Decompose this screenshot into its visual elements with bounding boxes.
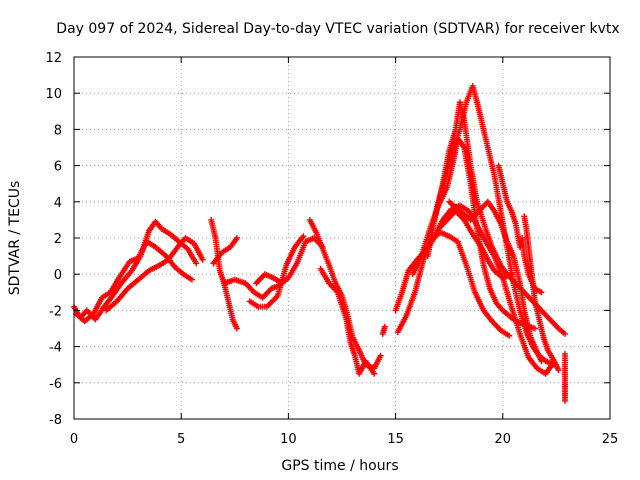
- y-tick-label: -8: [49, 413, 62, 428]
- data-point-marker: [506, 332, 513, 339]
- y-tick-label: -4: [49, 341, 62, 356]
- series-track-7: [246, 233, 307, 310]
- y-tick-label: 0: [54, 268, 62, 283]
- series-track-3: [103, 235, 206, 314]
- data-point-marker: [371, 370, 378, 377]
- x-tick-label: 15: [387, 432, 404, 447]
- data-point-marker: [188, 276, 195, 283]
- x-tick-label: 20: [495, 432, 512, 447]
- x-tick-labels: 0 5 10 15 20 25: [70, 432, 618, 447]
- data-point-marker: [377, 352, 384, 359]
- y-tick-labels: -8 -6 -4 -2 0 2 4 6 8 10 12: [45, 51, 62, 428]
- series-track-5: [210, 235, 240, 267]
- data-point-marker: [233, 325, 240, 332]
- data-points: [71, 82, 568, 404]
- data-point-marker: [538, 358, 545, 365]
- data-point-marker: [516, 244, 523, 251]
- y-tick-label: 2: [54, 232, 62, 247]
- x-tick-label: 5: [177, 432, 185, 447]
- series-track-19: [495, 162, 523, 251]
- chart-title: Day 097 of 2024, Sidereal Day-to-day VTE…: [56, 21, 619, 37]
- data-point-marker: [193, 260, 200, 267]
- series-track-18: [446, 198, 545, 365]
- x-tick-label: 10: [280, 432, 297, 447]
- axis-ticks: [73, 56, 611, 420]
- series-track-10: [317, 265, 378, 377]
- grid-lines: [74, 57, 610, 419]
- y-tick-label: 8: [54, 123, 62, 138]
- y-tick-label: -2: [49, 304, 62, 319]
- data-point-marker: [508, 271, 515, 278]
- y-tick-label: 4: [54, 196, 62, 211]
- data-point-marker: [561, 397, 568, 404]
- series-track-22: [561, 350, 568, 404]
- series-track-9: [306, 216, 384, 372]
- x-tick-label: 0: [70, 432, 78, 447]
- series-track-13: [394, 229, 513, 339]
- series-track-21: [521, 213, 562, 374]
- y-tick-label: 6: [54, 160, 62, 175]
- y-tick-label: 12: [45, 51, 62, 66]
- series-track-4: [208, 216, 240, 332]
- series-track-8: [253, 271, 285, 287]
- data-point-marker: [300, 233, 307, 240]
- x-axis-label: GPS time / hours: [281, 458, 398, 474]
- y-axis-label: SDTVAR / TECUs: [7, 181, 23, 296]
- x-tick-label: 25: [602, 432, 619, 447]
- y-tick-label: -6: [49, 377, 62, 392]
- series-track-17: [435, 207, 515, 281]
- series-track-11: [379, 323, 388, 337]
- data-point-marker: [381, 323, 388, 330]
- data-point-marker: [555, 367, 562, 374]
- data-point-marker: [531, 325, 538, 332]
- data-point-marker: [538, 289, 545, 296]
- series-track-2: [73, 238, 195, 325]
- data-point-marker: [199, 256, 206, 263]
- data-point-marker: [278, 280, 285, 287]
- y-tick-label: 10: [45, 87, 62, 102]
- data-point-marker: [233, 235, 240, 241]
- series-track-6: [221, 235, 326, 301]
- data-point-marker: [561, 330, 568, 337]
